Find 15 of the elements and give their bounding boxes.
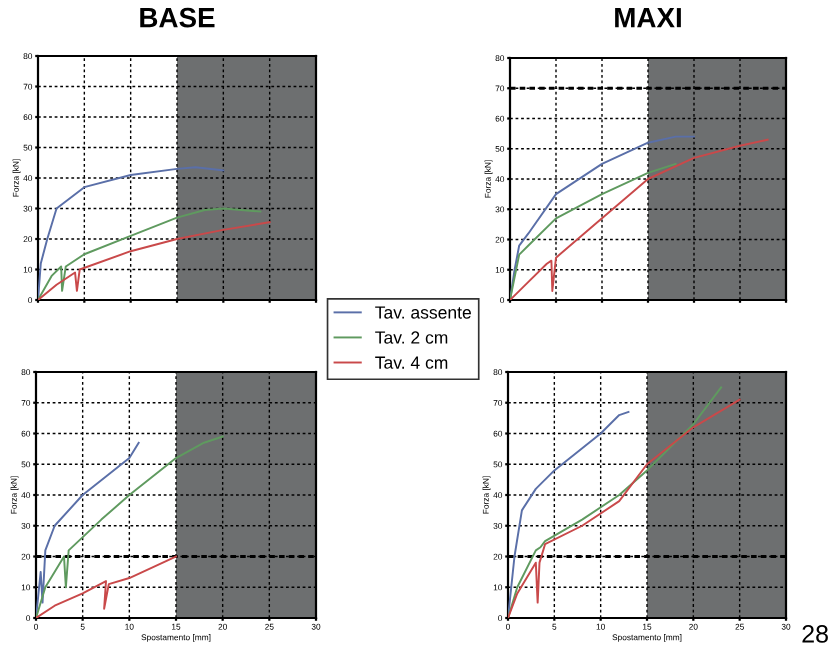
- line-series: [36, 555, 177, 618]
- line-series: [36, 435, 224, 618]
- legend-label: Tav. 4 cm: [375, 356, 448, 369]
- line-series: [510, 138, 769, 300]
- line-series: [36, 441, 140, 618]
- line-series: [38, 166, 225, 300]
- legend-label: Tav. assente: [375, 306, 471, 319]
- chart-title: MAXI: [615, 8, 681, 28]
- text: 28: [802, 625, 828, 643]
- line-series: [38, 207, 262, 300]
- chart-title: BASE: [140, 7, 215, 28]
- line-series: [510, 162, 677, 300]
- line-series: [508, 411, 630, 618]
- line-series: [38, 221, 271, 300]
- legend-label: Tav. 2 cm: [375, 331, 448, 344]
